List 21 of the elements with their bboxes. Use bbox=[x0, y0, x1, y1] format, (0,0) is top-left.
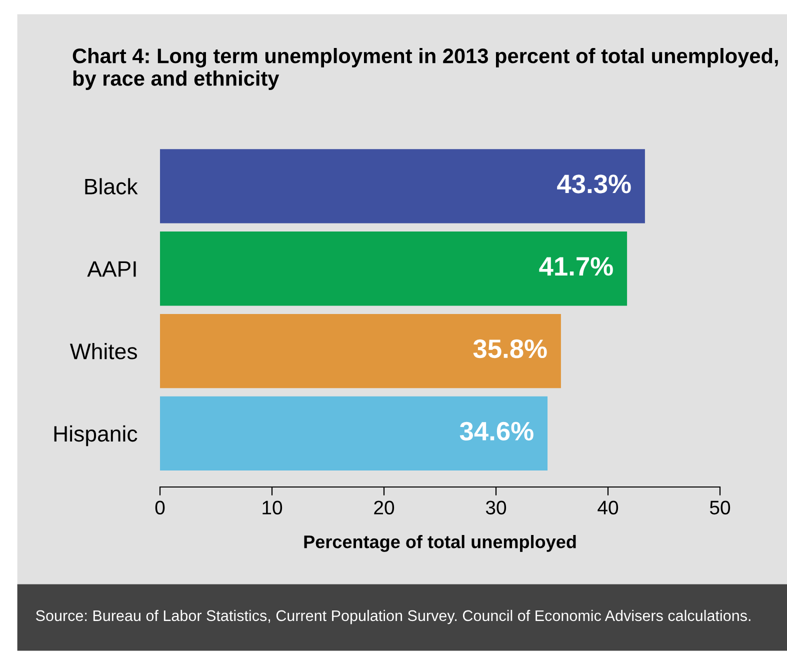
x-tick-label: 10 bbox=[262, 500, 282, 514]
x-tick-label: 20 bbox=[374, 500, 394, 514]
x-tick-label: 40 bbox=[598, 500, 618, 514]
bar bbox=[160, 149, 645, 224]
data-label: 34.6% bbox=[460, 422, 534, 441]
chart-title: Chart 4: Long term unemployment in 2013 percent of total unemployed, by race and ethnicity bbox=[72, 48, 778, 90]
x-tick-label: 50 bbox=[710, 500, 730, 514]
y-tick-label: Hispanic bbox=[54, 425, 138, 446]
y-tick-label: AAPI bbox=[87, 261, 136, 277]
x-tick-label: 0 bbox=[155, 500, 165, 514]
x-tick-label: 30 bbox=[486, 500, 506, 514]
y-tick-label: Whites bbox=[70, 342, 137, 360]
data-label: 35.8% bbox=[473, 339, 547, 358]
data-label: 41.7% bbox=[539, 257, 613, 276]
bar bbox=[160, 314, 561, 388]
y-tick-label: Black bbox=[85, 178, 138, 194]
x-axis-title: Percentage of total unemployed bbox=[304, 534, 576, 552]
bar bbox=[160, 396, 548, 471]
data-label: 43.3% bbox=[557, 174, 631, 194]
bar bbox=[160, 232, 628, 306]
source-note: Source: Bureau of Labor Statistics, Current Population Survey. Council of Economic Advisers calculations. bbox=[36, 610, 750, 624]
